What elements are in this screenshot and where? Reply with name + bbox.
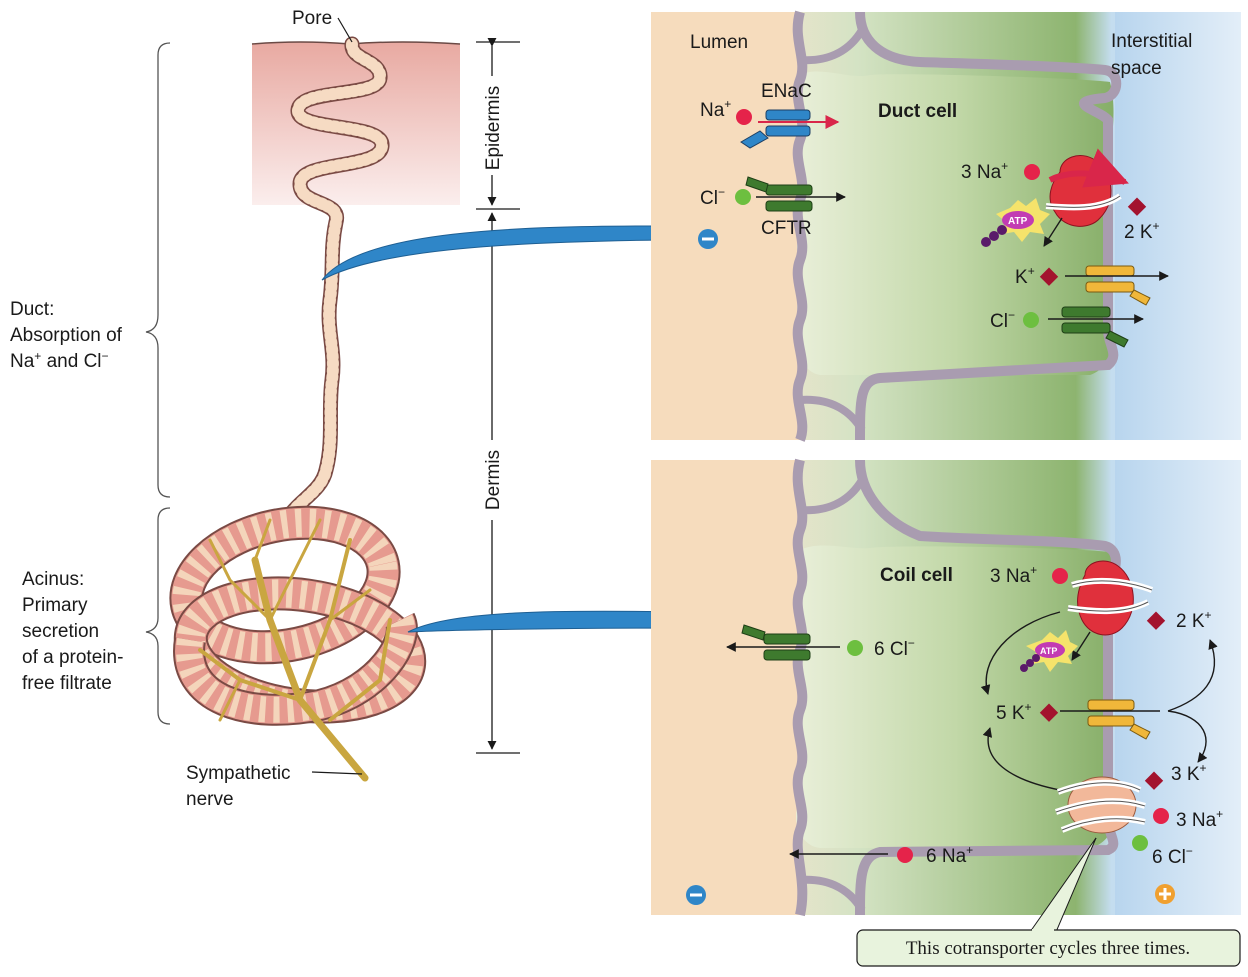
duct-cell-panel: Lumen Interstitial space Duct cell ENaC …	[651, 10, 1241, 442]
coil-atp-molecule: ATP	[1020, 630, 1078, 672]
coil-k2-label: 2 K+	[1176, 608, 1212, 632]
nkcc-cotransporter	[1055, 776, 1146, 834]
duct-caption-line1: Duct:	[10, 299, 54, 320]
coil-k-channel	[1060, 699, 1160, 740]
cl-baso-ion	[1023, 312, 1039, 328]
duct-caption-line2: Absorption of	[10, 325, 123, 346]
coil-na3b-ion	[1153, 808, 1169, 824]
cl-ion	[735, 189, 751, 205]
cftr-channel	[745, 176, 846, 212]
cftr-label: CFTR	[761, 218, 812, 239]
coil-cell-label: Coil cell	[880, 565, 953, 586]
duct-caption: Duct: Absorption of Na+ and Cl−	[10, 299, 123, 372]
coil-k5-ion	[1039, 703, 1059, 722]
lumen-label: Lumen	[690, 32, 748, 53]
coil-na-k-atpase	[1067, 560, 1154, 661]
apical-cl-channel	[726, 624, 840, 661]
coil-cl6b-label: 6 Cl−	[1152, 844, 1193, 868]
k2-ion	[1127, 197, 1147, 216]
na3-label: 3 Na+	[961, 159, 1008, 183]
acinus-caption-line4: of a protein-	[22, 647, 123, 668]
acinus-caption-line1: Acinus:	[22, 569, 84, 590]
acinus-caption: Acinus: Primary secretion of a protein- …	[22, 569, 123, 694]
atp-label: ATP	[1008, 216, 1028, 227]
na3-ion	[1024, 164, 1040, 180]
enac-channel	[740, 109, 840, 149]
atp-molecule: ATP	[981, 198, 1050, 247]
acinus-caption-line5: free filtrate	[22, 673, 112, 694]
sympathetic-label-line2: nerve	[186, 789, 234, 810]
na-k-atpase	[1043, 148, 1129, 247]
coil-k5-label: 5 K+	[996, 700, 1032, 724]
cl6-ion	[847, 640, 863, 656]
k-channel	[1065, 265, 1169, 306]
coil-k3-label: 3 K+	[1171, 761, 1207, 785]
na-ion	[736, 109, 752, 125]
coil-k2-ion	[1146, 611, 1166, 630]
sympathetic-nerve	[198, 518, 392, 782]
acinus-coil	[169, 505, 427, 726]
enac-label: ENaC	[761, 81, 812, 102]
coil-k3-ion	[1144, 771, 1164, 790]
sympathetic-label-line1: Sympathetic	[186, 763, 291, 784]
interstitial-label-line2: space	[1111, 58, 1162, 79]
coil-na3b-label: 3 Na+	[1176, 807, 1223, 831]
epidermis-label: Epidermis	[483, 86, 504, 170]
duct-to-panel-arrow	[321, 204, 707, 281]
coil-cl6b-ion	[1132, 835, 1148, 851]
cl-baso-label: Cl−	[990, 308, 1015, 332]
cl-channel-basolateral	[1048, 306, 1144, 348]
dermis-label: Dermis	[483, 450, 504, 510]
coil-cell-panel: Coil cell 6 Cl− 3 Na+ 2 K+ ATP	[651, 458, 1241, 917]
cotransporter-callout: This cotransporter cycles three times.	[856, 837, 1241, 967]
k-ion	[1039, 267, 1059, 286]
interstitial-label-line1: Interstitial	[1111, 31, 1192, 52]
callout-text: This cotransporter cycles three times.	[906, 938, 1190, 959]
sweat-gland: Pore Sympathetic nerve	[169, 8, 461, 810]
coil-atp-label: ATP	[1040, 646, 1057, 656]
coil-na3-label: 3 Na+	[990, 563, 1037, 587]
cl6-label: 6 Cl−	[874, 636, 915, 660]
k2-label: 2 K+	[1124, 219, 1160, 243]
left-braces	[145, 42, 171, 725]
na6-label: 6 Na+	[926, 843, 973, 867]
k-label: K+	[1015, 264, 1035, 288]
pore-label: Pore	[292, 8, 332, 29]
acinus-caption-line3: secretion	[22, 621, 99, 642]
na-lumen-label: Na+	[700, 97, 731, 121]
duct-cell-label: Duct cell	[878, 101, 957, 122]
duct-caption-line3: Na+ and Cl−	[10, 349, 109, 372]
acinus-caption-line2: Primary	[22, 595, 88, 616]
cl-lumen-label: Cl−	[700, 185, 725, 209]
depth-scale	[476, 37, 520, 754]
coil-na3-ion	[1052, 568, 1068, 584]
na6-ion	[897, 847, 913, 863]
